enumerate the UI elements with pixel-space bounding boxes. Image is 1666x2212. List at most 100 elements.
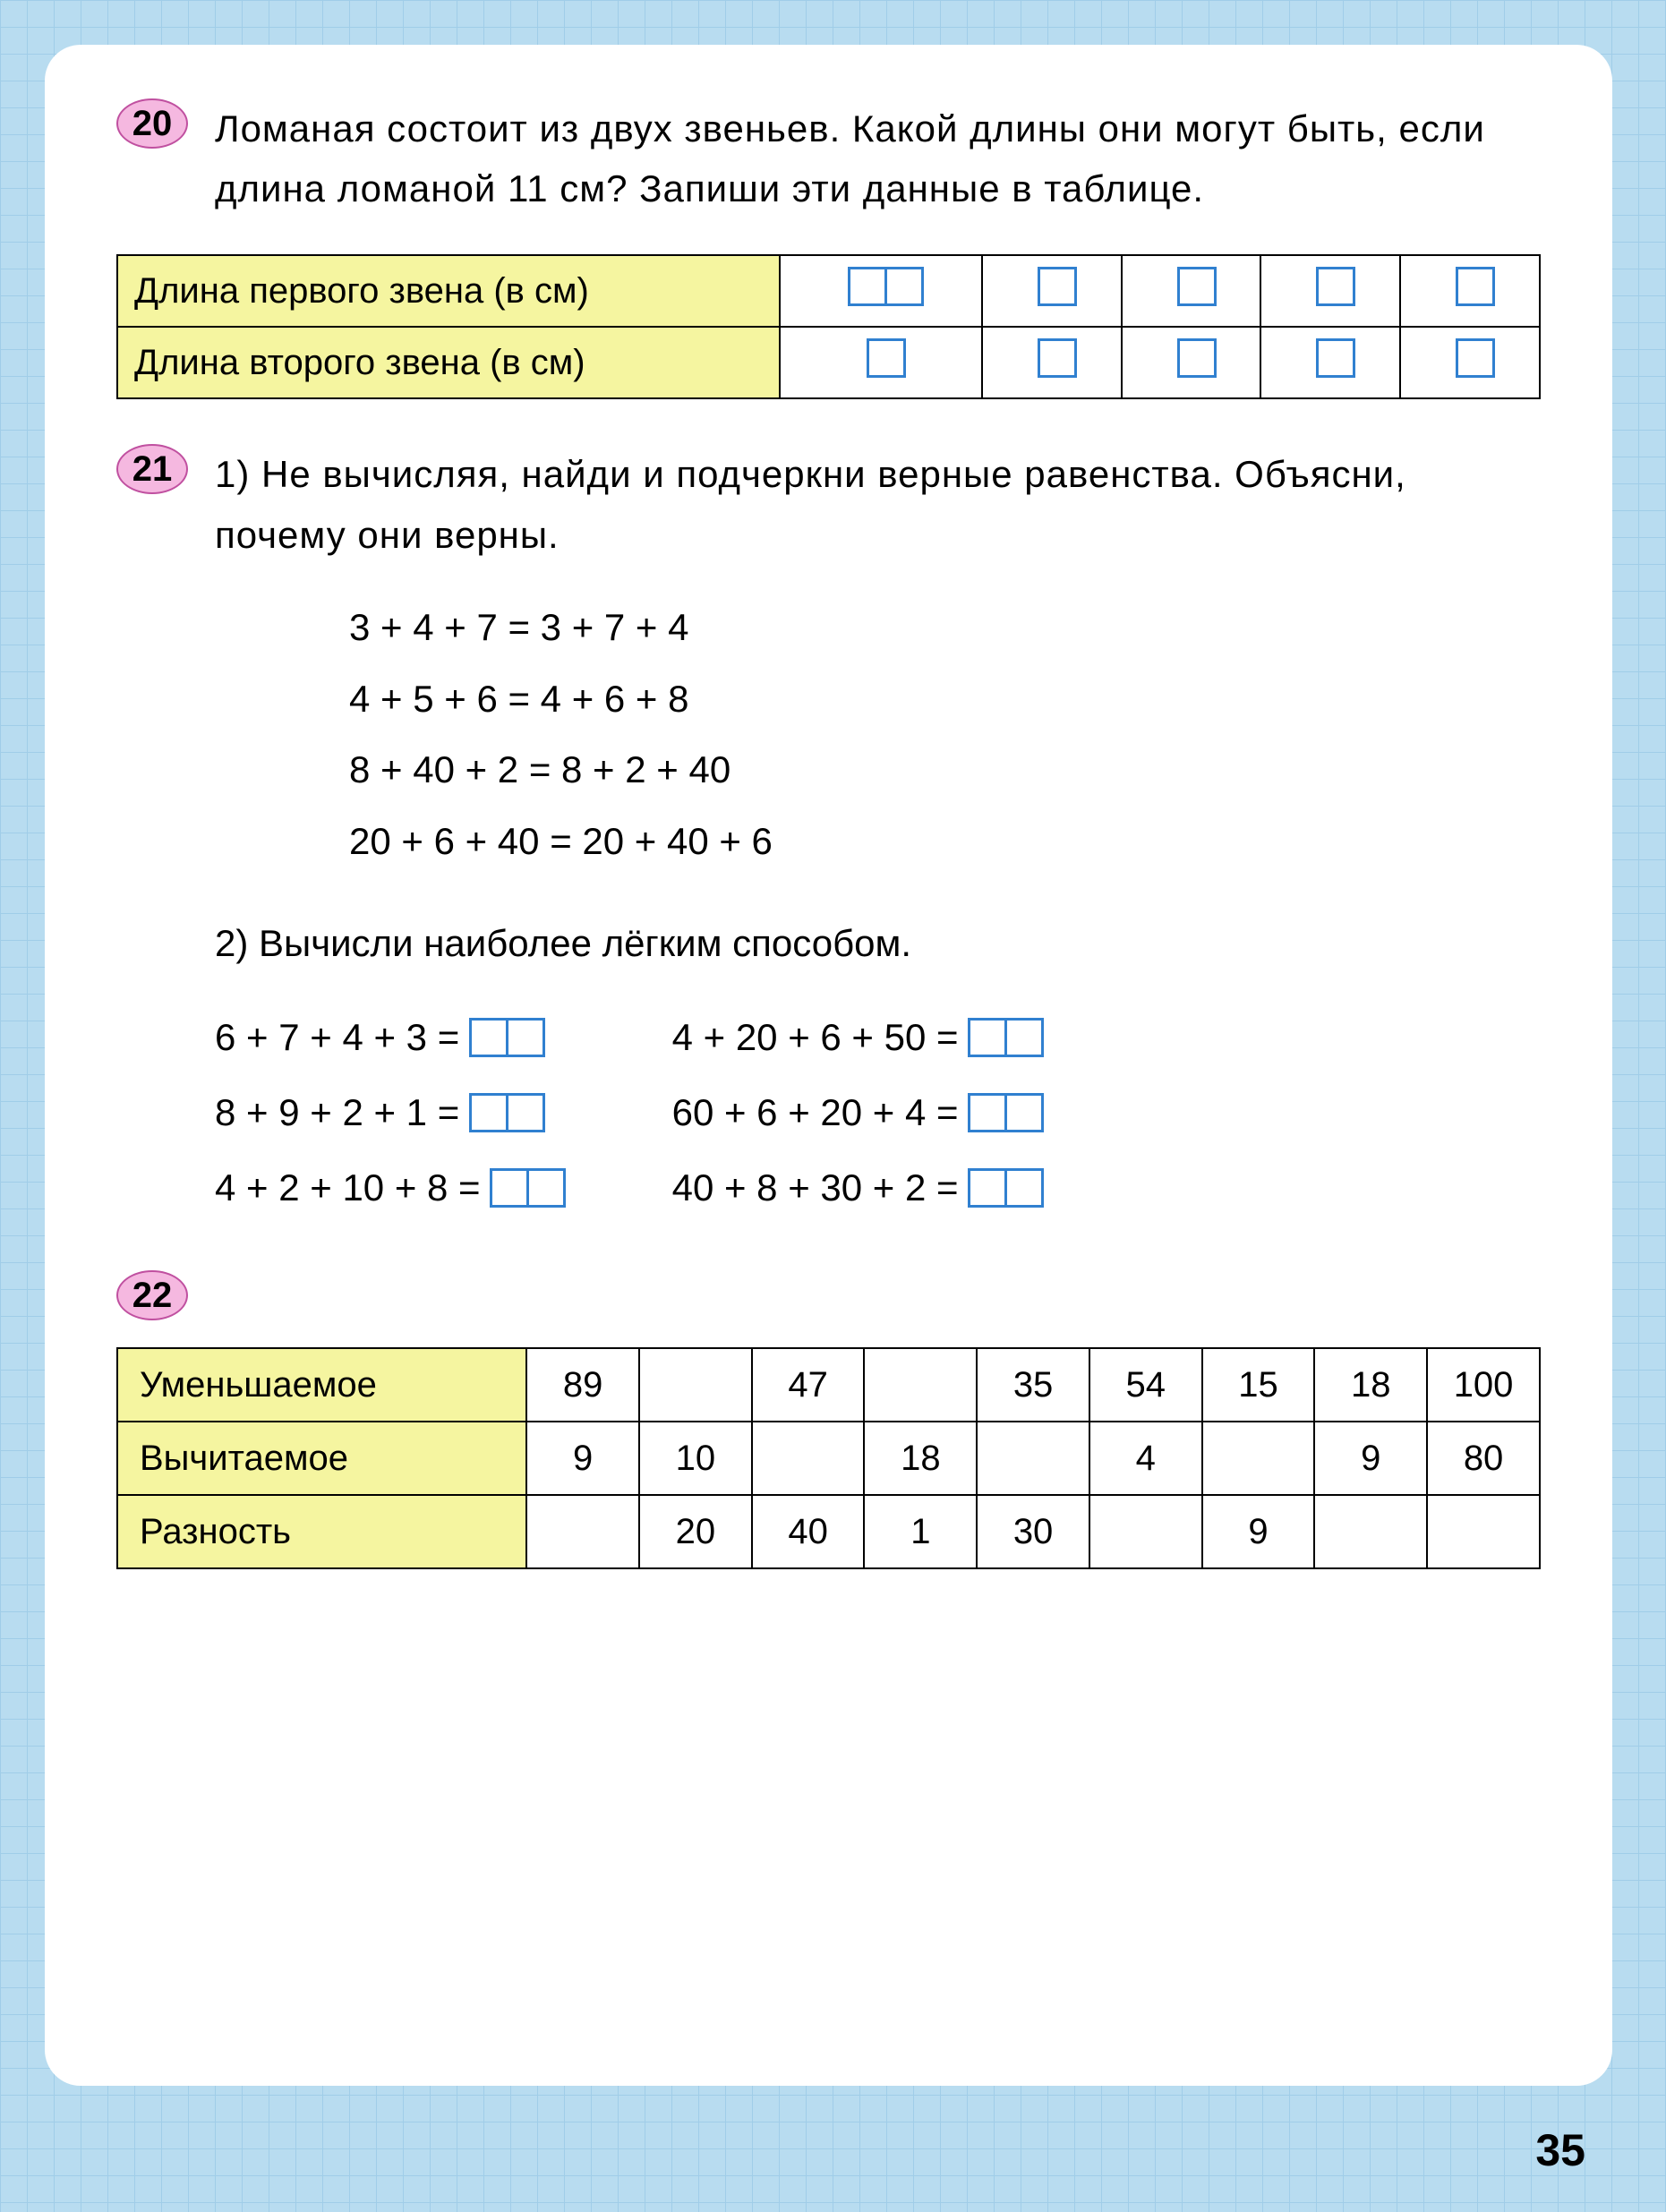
calc-row: 60 + 6 + 20 + 4 = [672, 1075, 1043, 1150]
table-cell[interactable]: 9 [526, 1422, 639, 1495]
calc-columns: 6 + 7 + 4 + 3 =8 + 9 + 2 + 1 =4 + 2 + 10… [215, 1000, 1541, 1226]
table-row: Уменьшаемое89 47 35541518100 [117, 1348, 1540, 1422]
answer-box[interactable] [1177, 338, 1217, 378]
table-cell[interactable] [982, 255, 1122, 327]
exercise-subtext: 2) Вычисли наиболее лёгким способом. [215, 913, 1541, 973]
table-cell[interactable] [1122, 327, 1261, 398]
answer-box[interactable] [469, 1093, 508, 1132]
calc-expression: 4 + 20 + 6 + 50 = [672, 1000, 959, 1075]
table-label: Длина второго звена (в см) [117, 327, 780, 398]
answer-box[interactable] [968, 1093, 1007, 1132]
table-cell[interactable] [1427, 1495, 1540, 1568]
equation: 20 + 6 + 40 = 20 + 40 + 6 [349, 806, 1541, 877]
answer-box[interactable] [1456, 338, 1495, 378]
answer-box[interactable] [1038, 338, 1077, 378]
table-cell[interactable]: 18 [1314, 1348, 1427, 1422]
calc-expression: 4 + 2 + 10 + 8 = [215, 1150, 481, 1226]
table-cell[interactable]: 35 [977, 1348, 1089, 1422]
equation: 8 + 40 + 2 = 8 + 2 + 40 [349, 734, 1541, 806]
table-cell[interactable] [982, 327, 1122, 398]
table-subtraction: Уменьшаемое894735541518100Вычитаемое9101… [116, 1347, 1541, 1569]
answer-box[interactable] [526, 1168, 566, 1208]
table-cell[interactable]: 18 [864, 1422, 977, 1495]
table-cell[interactable] [1400, 327, 1540, 398]
table-cell[interactable] [639, 1348, 752, 1422]
exercise-20: 20 Ломаная состоит из двух звеньев. Како… [116, 98, 1541, 399]
table-label: Длина первого звена (в см) [117, 255, 780, 327]
answer-box[interactable] [1316, 338, 1355, 378]
table-cell[interactable]: 10 [639, 1422, 752, 1495]
table-segments: Длина первого звена (в см) Длина второго… [116, 254, 1541, 399]
answer-box[interactable] [968, 1018, 1007, 1057]
table-cell[interactable] [526, 1495, 639, 1568]
table-row: Разность 2040130 9 [117, 1495, 1540, 1568]
calc-column-left: 6 + 7 + 4 + 3 =8 + 9 + 2 + 1 =4 + 2 + 10… [215, 1000, 565, 1226]
table-cell[interactable]: 9 [1314, 1422, 1427, 1495]
page: 20 Ломаная состоит из двух звеньев. Како… [0, 0, 1666, 2212]
exercise-number-badge: 21 [116, 444, 188, 494]
calc-row: 6 + 7 + 4 + 3 = [215, 1000, 565, 1075]
table-cell[interactable] [977, 1422, 1089, 1495]
table-cell[interactable] [1260, 255, 1400, 327]
answer-box[interactable] [490, 1168, 529, 1208]
table-cell[interactable] [780, 255, 982, 327]
calc-row: 4 + 20 + 6 + 50 = [672, 1000, 1043, 1075]
table-cell[interactable] [780, 327, 982, 398]
answer-box[interactable] [968, 1168, 1007, 1208]
answer-box[interactable] [506, 1093, 545, 1132]
equation: 3 + 4 + 7 = 3 + 7 + 4 [349, 592, 1541, 663]
exercise-21: 21 1) Не вычисляя, найди и подчеркни вер… [116, 444, 1541, 1226]
table-cell[interactable]: 15 [1202, 1348, 1315, 1422]
table-cell[interactable] [1089, 1495, 1202, 1568]
table-cell[interactable]: 47 [752, 1348, 865, 1422]
calc-expression: 6 + 7 + 4 + 3 = [215, 1000, 459, 1075]
table-cell[interactable]: 40 [752, 1495, 865, 1568]
table-cell[interactable] [864, 1348, 977, 1422]
answer-box[interactable] [1004, 1018, 1044, 1057]
answer-box[interactable] [469, 1018, 508, 1057]
equation-list: 3 + 4 + 7 = 3 + 7 + 44 + 5 + 6 = 4 + 6 +… [349, 592, 1541, 877]
table-cell[interactable]: 54 [1089, 1348, 1202, 1422]
table-cell[interactable]: 1 [864, 1495, 977, 1568]
answer-box[interactable] [1004, 1093, 1044, 1132]
table-cell[interactable]: 30 [977, 1495, 1089, 1568]
page-number: 35 [1535, 2124, 1585, 2176]
exercise-number-badge: 22 [116, 1270, 188, 1320]
calc-column-right: 4 + 20 + 6 + 50 =60 + 6 + 20 + 4 =40 + 8… [672, 1000, 1043, 1226]
table-label: Разность [117, 1495, 526, 1568]
table-cell[interactable] [1260, 327, 1400, 398]
answer-box[interactable] [867, 338, 906, 378]
table-cell[interactable]: 4 [1089, 1422, 1202, 1495]
answer-box[interactable] [848, 267, 887, 306]
table-cell[interactable] [1202, 1422, 1315, 1495]
answer-box[interactable] [884, 267, 924, 306]
calc-row: 40 + 8 + 30 + 2 = [672, 1150, 1043, 1226]
answer-box[interactable] [1177, 267, 1217, 306]
calc-expression: 60 + 6 + 20 + 4 = [672, 1075, 959, 1150]
table-cell[interactable] [752, 1422, 865, 1495]
exercise-number-badge: 20 [116, 98, 188, 149]
table-cell[interactable]: 20 [639, 1495, 752, 1568]
table-cell[interactable]: 9 [1202, 1495, 1315, 1568]
table-cell[interactable] [1314, 1495, 1427, 1568]
table-cell[interactable] [1400, 255, 1540, 327]
table-cell[interactable]: 80 [1427, 1422, 1540, 1495]
table-cell[interactable] [1122, 255, 1261, 327]
table-cell[interactable]: 100 [1427, 1348, 1540, 1422]
table-row: Вычитаемое910184980 [117, 1422, 1540, 1495]
calc-row: 8 + 9 + 2 + 1 = [215, 1075, 565, 1150]
table-cell[interactable]: 89 [526, 1348, 639, 1422]
answer-box[interactable] [506, 1018, 545, 1057]
exercise-22: 22 Уменьшаемое894735541518100Вычитаемое9… [116, 1270, 1541, 1569]
table-label: Вычитаемое [117, 1422, 526, 1495]
table-row: Длина второго звена (в см) [117, 327, 1540, 398]
answer-box[interactable] [1316, 267, 1355, 306]
calc-row: 4 + 2 + 10 + 8 = [215, 1150, 565, 1226]
table-label: Уменьшаемое [117, 1348, 526, 1422]
calc-expression: 40 + 8 + 30 + 2 = [672, 1150, 959, 1226]
calc-expression: 8 + 9 + 2 + 1 = [215, 1075, 459, 1150]
equation: 4 + 5 + 6 = 4 + 6 + 8 [349, 663, 1541, 735]
answer-box[interactable] [1038, 267, 1077, 306]
answer-box[interactable] [1004, 1168, 1044, 1208]
answer-box[interactable] [1456, 267, 1495, 306]
